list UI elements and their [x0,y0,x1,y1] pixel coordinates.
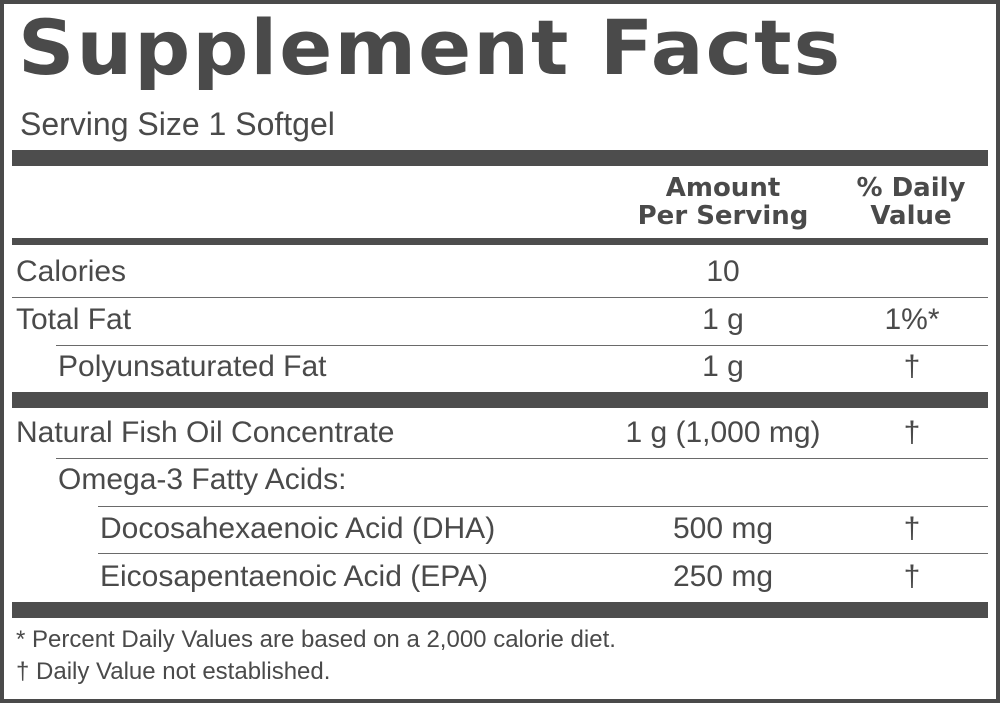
daily-value-header: % Daily Value [840,174,982,230]
divider-thick-bottom [12,602,988,618]
footnote-dagger: † Daily Value not established. [16,658,331,685]
divider-header [12,238,988,245]
row-dv-dha: † [903,512,921,545]
row-name-dha: Docosahexaenoic Acid (DHA) [100,512,496,545]
row-dv-polyunsaturated-fat: † [903,350,921,383]
row-name-calories: Calories [16,255,127,288]
row-amount-polyunsaturated-fat: 1 g [702,350,744,383]
panel-title: Supplement Facts [18,3,843,92]
row-name-polyunsaturated-fat: Polyunsaturated Fat [58,350,327,383]
row-name-total-fat: Total Fat [16,303,132,336]
row-name-omega-3: Omega-3 Fatty Acids: [58,463,347,496]
row-name-epa: Eicosapentaenoic Acid (EPA) [100,560,488,593]
row-dv-fish-oil: † [903,416,921,449]
serving-size: Serving Size 1 Softgel [20,106,335,142]
amount-header-line1: Amount [665,173,781,203]
row-amount-epa: 250 mg [672,560,774,593]
row-rule [12,297,988,298]
row-dv-epa: † [903,560,921,593]
row-rule [98,506,988,507]
amount-header-line2: Per Serving [637,201,809,231]
row-amount-calories: 10 [706,255,740,288]
footnote-percent-dv: * Percent Daily Values are based on a 2,… [16,626,616,653]
row-amount-dha: 500 mg [672,512,774,545]
row-dv-total-fat: 1%* [884,303,940,336]
dv-header-line2: Value [870,201,952,231]
divider-thick-middle [12,392,988,408]
row-amount-total-fat: 1 g [702,303,744,336]
row-amount-fish-oil: 1 g (1,000 mg) [625,416,821,449]
row-rule [98,553,988,554]
row-name-fish-oil: Natural Fish Oil Concentrate [16,416,395,449]
amount-per-serving-header: Amount Per Serving [618,174,828,230]
row-rule [56,345,988,346]
row-rule [56,458,988,459]
dv-header-line1: % Daily [856,173,966,203]
divider-thick-top [12,150,988,166]
